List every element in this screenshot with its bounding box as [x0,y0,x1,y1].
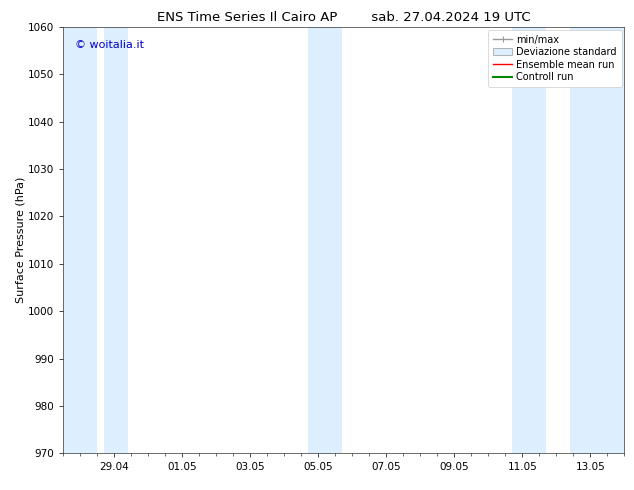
Y-axis label: Surface Pressure (hPa): Surface Pressure (hPa) [15,177,25,303]
Text: © woitalia.it: © woitalia.it [75,40,144,50]
Bar [512,27,547,453]
Title: ENS Time Series Il Cairo AP        sab. 27.04.2024 19 UTC: ENS Time Series Il Cairo AP sab. 27.04.2… [157,11,531,24]
Bar [104,27,128,453]
Bar [63,27,98,453]
Legend: min/max, Deviazione standard, Ensemble mean run, Controll run: min/max, Deviazione standard, Ensemble m… [488,30,621,87]
Bar [570,27,624,453]
Bar [308,27,342,453]
